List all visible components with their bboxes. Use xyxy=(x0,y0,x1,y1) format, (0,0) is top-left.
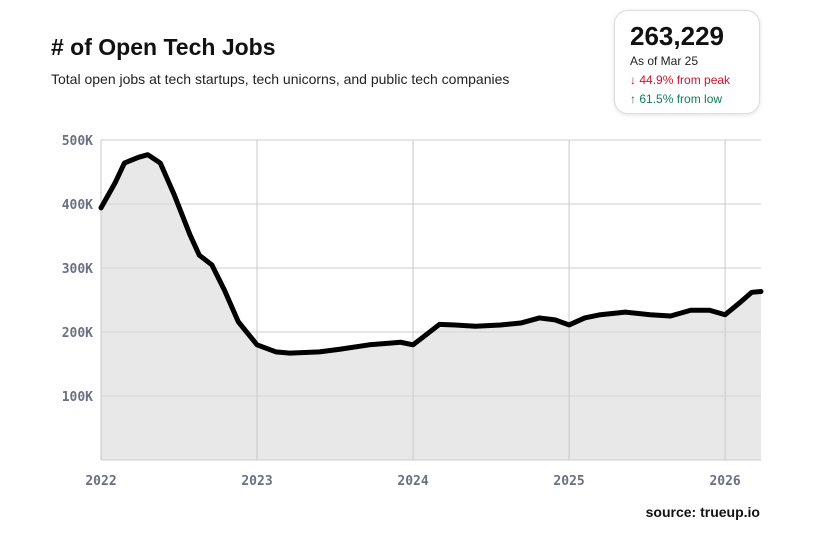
x-tick-label: 2023 xyxy=(241,474,272,489)
chart-title: # of Open Tech Jobs xyxy=(51,34,276,60)
arrow-up-icon: ↑ xyxy=(630,92,636,106)
source-label: source: trueup.io xyxy=(645,504,760,520)
series-line xyxy=(98,152,764,356)
arrow-down-icon: ↓ xyxy=(630,73,636,87)
from-low-text: 61.5% from low xyxy=(639,92,723,106)
y-tick-label: 400K xyxy=(62,198,93,213)
chart-subtitle: Total open jobs at tech startups, tech u… xyxy=(51,71,510,87)
kpi-as-of: As of Mar 25 xyxy=(630,54,699,68)
kpi-value: 263,229 xyxy=(630,21,724,51)
x-tick-label: 2022 xyxy=(85,474,116,489)
y-tick-label: 100K xyxy=(62,390,93,405)
kpi-from-low: ↑ 61.5% from low xyxy=(630,92,722,106)
kpi-from-peak: ↓ 44.9% from peak xyxy=(630,73,730,87)
from-peak-text: 44.9% from peak xyxy=(639,73,731,87)
y-tick-label: 500K xyxy=(62,134,93,149)
x-tick-label: 2025 xyxy=(553,474,584,489)
x-tick-label: 2026 xyxy=(709,474,740,489)
area-fill xyxy=(101,154,761,460)
kpi-card: 263,229 As of Mar 25 ↓ 44.9% from peak ↑… xyxy=(614,10,760,114)
y-tick-label: 200K xyxy=(62,326,93,341)
x-tick-label: 2024 xyxy=(397,474,428,489)
y-tick-label: 300K xyxy=(62,262,93,277)
